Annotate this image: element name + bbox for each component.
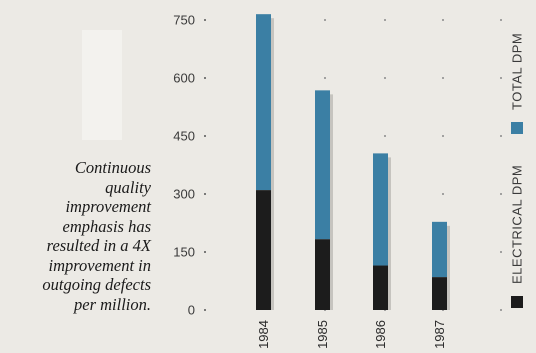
bar-electrical-dpm <box>315 239 330 310</box>
grid-dot <box>324 76 326 79</box>
grid-dot <box>500 250 502 253</box>
bar-shadow <box>447 225 450 310</box>
grid-dot <box>442 134 444 137</box>
grid-dot <box>324 18 326 21</box>
caption-line: quality <box>105 177 151 197</box>
bar-total-dpm <box>373 153 388 266</box>
grid-dot <box>442 18 444 21</box>
y-tick-label: 0 <box>188 303 195 318</box>
bar-total-dpm <box>315 90 330 240</box>
caption-line: Continuous <box>74 158 151 177</box>
bar-shadow <box>388 157 391 310</box>
grid-dot <box>442 192 444 195</box>
grid-dot <box>500 134 502 137</box>
x-tick-label: 1984 <box>256 320 271 349</box>
bar-electrical-dpm <box>373 265 388 310</box>
grid-dots <box>324 18 502 311</box>
legend-swatch-electrical <box>511 296 523 308</box>
y-tick-mark <box>204 134 206 137</box>
y-tick-label: 600 <box>173 70 195 85</box>
y-tick-mark <box>204 76 206 79</box>
bar-total-dpm <box>256 14 271 191</box>
bars <box>256 14 450 310</box>
caption-line: resulted in a 4X <box>46 236 151 255</box>
legend-label-total: TOTAL DPM <box>510 33 525 110</box>
bar-shadow <box>330 94 333 310</box>
bar-total-dpm <box>432 221 447 278</box>
grid-dot <box>384 76 386 79</box>
legend-swatch-total <box>511 122 523 134</box>
grid-dot <box>500 192 502 195</box>
y-tick-label: 150 <box>173 244 195 259</box>
y-axis: 0 150 300 450 600 750 <box>173 12 206 318</box>
bar-electrical-dpm <box>256 190 271 310</box>
y-tick-label: 300 <box>173 186 195 201</box>
grid-dot <box>500 18 502 21</box>
caption-line: per million. <box>74 294 151 314</box>
x-tick-label: 1987 <box>432 320 447 349</box>
caption-line: outgoing defects <box>42 275 151 294</box>
background-panel <box>82 30 122 140</box>
grid-dot <box>500 76 502 79</box>
y-tick-mark <box>204 309 206 311</box>
caption-line: improvement in <box>48 255 152 275</box>
grid-dot <box>384 134 386 137</box>
legend: TOTAL DPM ELECTRICAL DPM <box>510 33 525 308</box>
grid-dot <box>500 309 502 311</box>
chart-caption: Continuous quality improvement emphasis … <box>0 158 151 314</box>
x-tick-label: 1985 <box>315 320 330 349</box>
bar-shadow <box>271 18 274 310</box>
grid-dot <box>442 76 444 79</box>
y-tick-label: 450 <box>173 128 195 143</box>
y-tick-label: 750 <box>173 12 195 27</box>
x-tick-label: 1986 <box>373 320 388 349</box>
y-tick-mark <box>204 192 206 195</box>
caption-line: improvement <box>65 197 151 216</box>
legend-label-electrical: ELECTRICAL DPM <box>510 165 525 284</box>
grid-dot <box>384 18 386 21</box>
y-tick-mark <box>204 18 206 21</box>
bar-electrical-dpm <box>432 277 447 310</box>
y-tick-mark <box>204 250 206 253</box>
x-axis: 1984 1985 1986 1987 <box>256 320 447 349</box>
caption-line: emphasis has <box>62 216 151 236</box>
